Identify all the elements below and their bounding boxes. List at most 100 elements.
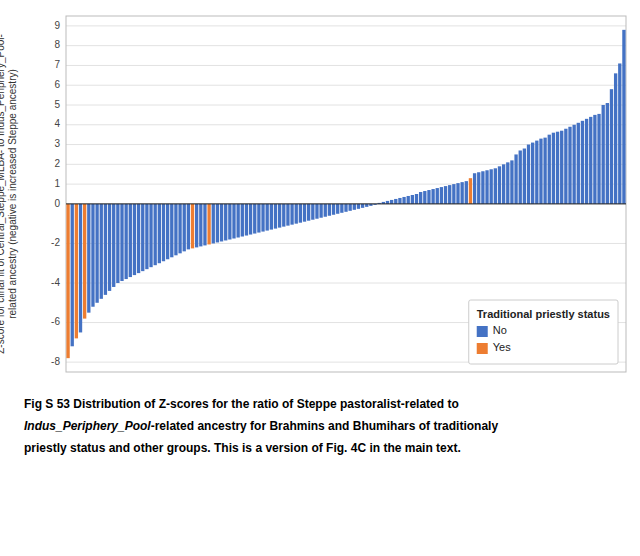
bar bbox=[427, 190, 430, 204]
bar bbox=[232, 204, 235, 239]
bar bbox=[431, 189, 434, 204]
bar bbox=[324, 204, 327, 217]
bar bbox=[614, 73, 617, 204]
bar bbox=[207, 204, 210, 245]
bar bbox=[141, 204, 144, 271]
bar bbox=[174, 204, 177, 255]
bar bbox=[465, 181, 468, 204]
bar bbox=[303, 204, 306, 222]
legend-label: Yes bbox=[493, 341, 511, 353]
bar bbox=[278, 204, 281, 228]
bar bbox=[220, 204, 223, 242]
bar bbox=[108, 204, 111, 291]
bar bbox=[178, 204, 181, 253]
bar bbox=[241, 204, 244, 237]
bar bbox=[133, 204, 136, 275]
y-tick-label: -8 bbox=[51, 356, 60, 367]
grid bbox=[66, 26, 626, 362]
bar bbox=[460, 182, 463, 204]
bar bbox=[203, 204, 206, 246]
plot-frame bbox=[66, 16, 626, 372]
bar bbox=[199, 204, 202, 247]
legend-title: Traditional priestly status bbox=[477, 308, 610, 320]
legend-swatch bbox=[477, 343, 488, 354]
grid-line bbox=[66, 283, 626, 284]
bar bbox=[423, 191, 426, 204]
bar bbox=[357, 204, 360, 209]
bar bbox=[311, 204, 314, 220]
bar bbox=[249, 204, 252, 235]
bar bbox=[145, 204, 148, 269]
bar bbox=[502, 164, 505, 204]
y-tick-label: 0 bbox=[54, 198, 60, 209]
bar bbox=[100, 204, 103, 299]
bar bbox=[593, 115, 596, 204]
bar bbox=[149, 204, 152, 267]
grid-line bbox=[66, 65, 626, 66]
bar bbox=[394, 199, 397, 204]
bar bbox=[290, 204, 293, 225]
bar bbox=[266, 204, 269, 231]
bar bbox=[328, 204, 331, 216]
caption-text: Fig S 53 Distribution of Z-scores for th… bbox=[24, 397, 459, 411]
bar bbox=[191, 204, 194, 249]
y-axis-label: Z-score for clinal fit of Central_Steppe… bbox=[0, 34, 18, 354]
bar bbox=[166, 204, 169, 259]
y-tick-label: 9 bbox=[54, 20, 60, 31]
bar bbox=[415, 194, 418, 204]
bar bbox=[535, 141, 538, 204]
bar bbox=[286, 204, 289, 226]
bar bbox=[344, 204, 347, 212]
bar bbox=[353, 204, 356, 210]
bar bbox=[187, 204, 190, 249]
bar bbox=[548, 135, 551, 204]
caption-text: priestly status and other groups. This i… bbox=[24, 441, 461, 455]
y-tick-label: 4 bbox=[54, 118, 60, 129]
bar bbox=[112, 204, 115, 287]
bar bbox=[66, 204, 69, 358]
caption-text: Indus_Periphery_Pool bbox=[24, 419, 151, 433]
bar bbox=[602, 105, 605, 204]
bar bbox=[348, 204, 351, 211]
bar bbox=[606, 103, 609, 204]
bar bbox=[402, 197, 405, 204]
bars bbox=[66, 30, 625, 358]
bar bbox=[411, 195, 414, 204]
bar bbox=[299, 204, 302, 223]
bar bbox=[224, 204, 227, 241]
bar bbox=[618, 63, 621, 203]
bar bbox=[585, 119, 588, 204]
bar bbox=[212, 204, 215, 244]
y-ticks: -8-6-4-20123456789 bbox=[51, 20, 60, 367]
grid-line bbox=[66, 85, 626, 86]
y-tick-label: 3 bbox=[54, 138, 60, 149]
bar bbox=[116, 204, 119, 283]
grid-line bbox=[66, 25, 626, 26]
bar bbox=[319, 204, 322, 218]
bar bbox=[494, 168, 497, 204]
legend-box bbox=[469, 300, 618, 364]
bar bbox=[419, 192, 422, 204]
y-tick-label: 1 bbox=[54, 178, 60, 189]
grid-line bbox=[66, 45, 626, 46]
bar bbox=[440, 187, 443, 204]
bar bbox=[332, 204, 335, 215]
bar bbox=[361, 204, 364, 208]
bar bbox=[527, 145, 530, 204]
bar bbox=[124, 204, 127, 279]
bar bbox=[510, 160, 513, 204]
bar bbox=[216, 204, 219, 243]
bar bbox=[589, 117, 592, 204]
bar bbox=[581, 121, 584, 204]
y-tick-label: -4 bbox=[51, 277, 60, 288]
bar bbox=[452, 184, 455, 204]
bar bbox=[444, 186, 447, 204]
bar bbox=[469, 178, 472, 204]
bar bbox=[270, 204, 273, 230]
bar bbox=[531, 143, 534, 204]
bar bbox=[436, 188, 439, 204]
bar bbox=[129, 204, 132, 277]
y-tick-label: 6 bbox=[54, 79, 60, 90]
bar bbox=[477, 172, 480, 204]
bar bbox=[307, 204, 310, 221]
